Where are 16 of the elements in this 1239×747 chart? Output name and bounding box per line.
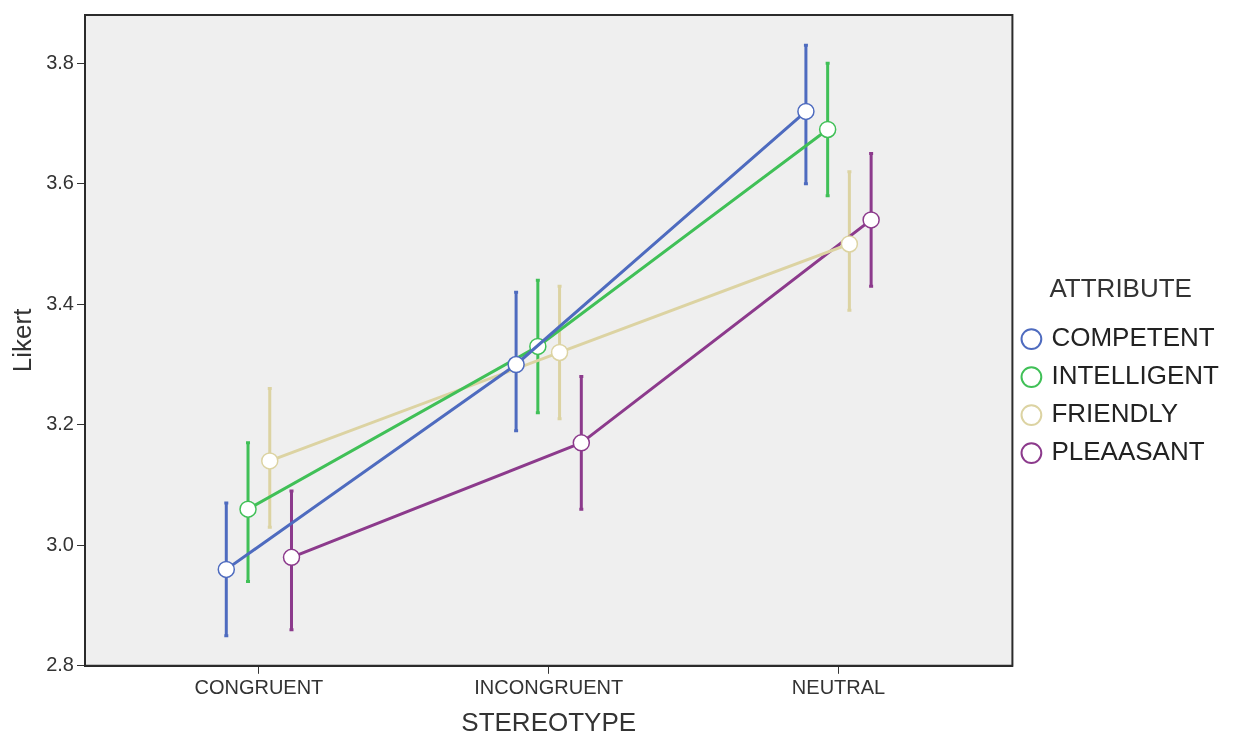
y-tick-label: 3.4 bbox=[46, 291, 74, 314]
x-tick-label: NEUTRAL bbox=[791, 676, 886, 699]
y-tick-label: 3.2 bbox=[46, 412, 74, 435]
legend-label: FRIENDLY bbox=[1051, 398, 1179, 429]
y-axis-title: Likert bbox=[6, 307, 37, 373]
x-tick-label: CONGRUENT bbox=[194, 676, 324, 699]
y-tick-label: 3.6 bbox=[46, 171, 74, 194]
y-tick-label: 2.8 bbox=[46, 653, 74, 676]
legend-title: ATTRIBUTE bbox=[1049, 273, 1192, 304]
y-tick-label: 3.8 bbox=[46, 50, 74, 73]
legend-label: INTELLIGENT bbox=[1051, 360, 1220, 391]
x-axis-title: STEREOTYPE bbox=[461, 706, 637, 737]
y-tick-label: 3.0 bbox=[46, 532, 74, 555]
x-tick-label: INCONGRUENT bbox=[474, 676, 624, 699]
legend-label: COMPETENT bbox=[1051, 322, 1215, 353]
legend-label: PLEAASANT bbox=[1051, 436, 1205, 467]
